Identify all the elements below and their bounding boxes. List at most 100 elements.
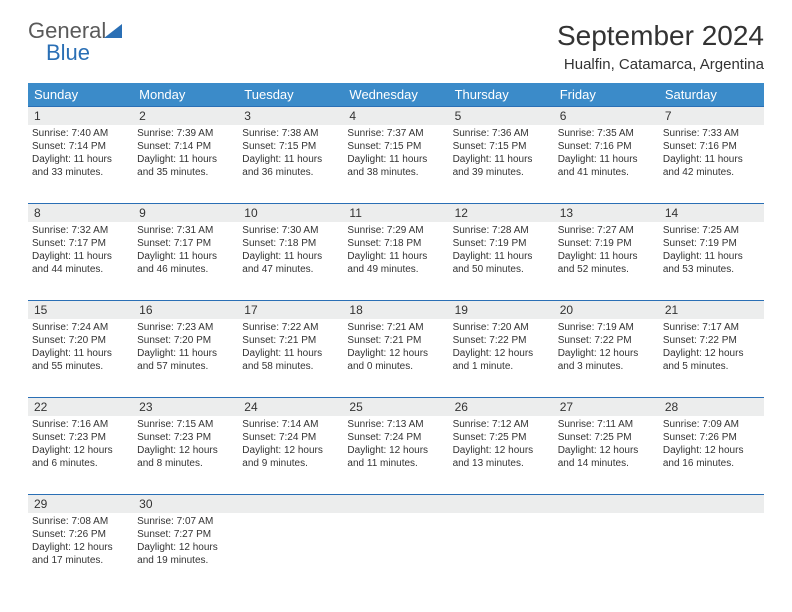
day-header: Sunday — [28, 83, 133, 106]
sunrise-line: Sunrise: 7:25 AM — [663, 224, 760, 237]
sunset-line: Sunset: 7:27 PM — [137, 528, 234, 541]
day-number: 23 — [133, 398, 238, 416]
sunrise-line: Sunrise: 7:15 AM — [137, 418, 234, 431]
sunset-line: Sunset: 7:26 PM — [663, 431, 760, 444]
daynum-row: 2930 — [28, 494, 764, 513]
sunrise-line: Sunrise: 7:31 AM — [137, 224, 234, 237]
day-header: Tuesday — [238, 83, 343, 106]
daylight-line: Daylight: 12 hours and 8 minutes. — [137, 444, 234, 470]
day-number — [238, 495, 343, 513]
day-number: 30 — [133, 495, 238, 513]
day-cell: Sunrise: 7:12 AMSunset: 7:25 PMDaylight:… — [449, 416, 554, 494]
day-cell — [238, 513, 343, 591]
week-row: Sunrise: 7:24 AMSunset: 7:20 PMDaylight:… — [28, 319, 764, 397]
day-header: Saturday — [659, 83, 764, 106]
sunrise-line: Sunrise: 7:38 AM — [242, 127, 339, 140]
day-cell: Sunrise: 7:35 AMSunset: 7:16 PMDaylight:… — [554, 125, 659, 203]
day-cell: Sunrise: 7:38 AMSunset: 7:15 PMDaylight:… — [238, 125, 343, 203]
day-cell: Sunrise: 7:30 AMSunset: 7:18 PMDaylight:… — [238, 222, 343, 300]
daylight-line: Daylight: 11 hours and 52 minutes. — [558, 250, 655, 276]
day-cell: Sunrise: 7:20 AMSunset: 7:22 PMDaylight:… — [449, 319, 554, 397]
sunset-line: Sunset: 7:15 PM — [242, 140, 339, 153]
daylight-line: Daylight: 11 hours and 57 minutes. — [137, 347, 234, 373]
daynum-row: 22232425262728 — [28, 397, 764, 416]
day-header: Thursday — [449, 83, 554, 106]
day-cell: Sunrise: 7:27 AMSunset: 7:19 PMDaylight:… — [554, 222, 659, 300]
day-cell: Sunrise: 7:14 AMSunset: 7:24 PMDaylight:… — [238, 416, 343, 494]
sunset-line: Sunset: 7:23 PM — [137, 431, 234, 444]
day-cell: Sunrise: 7:17 AMSunset: 7:22 PMDaylight:… — [659, 319, 764, 397]
logo-line2: Blue — [46, 42, 106, 64]
sunset-line: Sunset: 7:24 PM — [347, 431, 444, 444]
day-cell: Sunrise: 7:09 AMSunset: 7:26 PMDaylight:… — [659, 416, 764, 494]
day-number: 13 — [554, 204, 659, 222]
day-cell: Sunrise: 7:33 AMSunset: 7:16 PMDaylight:… — [659, 125, 764, 203]
day-cell: Sunrise: 7:36 AMSunset: 7:15 PMDaylight:… — [449, 125, 554, 203]
day-cell: Sunrise: 7:15 AMSunset: 7:23 PMDaylight:… — [133, 416, 238, 494]
sunset-line: Sunset: 7:25 PM — [558, 431, 655, 444]
day-number: 10 — [238, 204, 343, 222]
month-title: September 2024 — [557, 20, 764, 52]
day-number: 28 — [659, 398, 764, 416]
sunrise-line: Sunrise: 7:40 AM — [32, 127, 129, 140]
sunset-line: Sunset: 7:19 PM — [453, 237, 550, 250]
sunrise-line: Sunrise: 7:28 AM — [453, 224, 550, 237]
sunrise-line: Sunrise: 7:07 AM — [137, 515, 234, 528]
day-number: 8 — [28, 204, 133, 222]
sunset-line: Sunset: 7:26 PM — [32, 528, 129, 541]
day-cell: Sunrise: 7:11 AMSunset: 7:25 PMDaylight:… — [554, 416, 659, 494]
daylight-line: Daylight: 11 hours and 46 minutes. — [137, 250, 234, 276]
day-number: 20 — [554, 301, 659, 319]
sunset-line: Sunset: 7:23 PM — [32, 431, 129, 444]
daylight-line: Daylight: 12 hours and 19 minutes. — [137, 541, 234, 567]
sunset-line: Sunset: 7:17 PM — [32, 237, 129, 250]
sunset-line: Sunset: 7:15 PM — [453, 140, 550, 153]
sunset-line: Sunset: 7:21 PM — [242, 334, 339, 347]
daylight-line: Daylight: 12 hours and 14 minutes. — [558, 444, 655, 470]
logo: General Blue — [28, 20, 122, 64]
sunrise-line: Sunrise: 7:12 AM — [453, 418, 550, 431]
day-cell — [449, 513, 554, 591]
week-row: Sunrise: 7:08 AMSunset: 7:26 PMDaylight:… — [28, 513, 764, 591]
day-number: 4 — [343, 107, 448, 125]
daylight-line: Daylight: 12 hours and 3 minutes. — [558, 347, 655, 373]
sunset-line: Sunset: 7:16 PM — [558, 140, 655, 153]
title-block: September 2024 Hualfin, Catamarca, Argen… — [557, 20, 764, 73]
sunset-line: Sunset: 7:20 PM — [137, 334, 234, 347]
day-number — [343, 495, 448, 513]
day-cell: Sunrise: 7:24 AMSunset: 7:20 PMDaylight:… — [28, 319, 133, 397]
sunset-line: Sunset: 7:25 PM — [453, 431, 550, 444]
day-number: 22 — [28, 398, 133, 416]
daylight-line: Daylight: 12 hours and 1 minute. — [453, 347, 550, 373]
sunset-line: Sunset: 7:16 PM — [663, 140, 760, 153]
sunrise-line: Sunrise: 7:37 AM — [347, 127, 444, 140]
daylight-line: Daylight: 12 hours and 16 minutes. — [663, 444, 760, 470]
week-row: Sunrise: 7:16 AMSunset: 7:23 PMDaylight:… — [28, 416, 764, 494]
day-number: 7 — [659, 107, 764, 125]
sunrise-line: Sunrise: 7:21 AM — [347, 321, 444, 334]
day-cell: Sunrise: 7:40 AMSunset: 7:14 PMDaylight:… — [28, 125, 133, 203]
day-cell: Sunrise: 7:13 AMSunset: 7:24 PMDaylight:… — [343, 416, 448, 494]
sunset-line: Sunset: 7:22 PM — [453, 334, 550, 347]
sunset-line: Sunset: 7:22 PM — [558, 334, 655, 347]
daylight-line: Daylight: 11 hours and 35 minutes. — [137, 153, 234, 179]
sunrise-line: Sunrise: 7:33 AM — [663, 127, 760, 140]
sunset-line: Sunset: 7:21 PM — [347, 334, 444, 347]
day-cell — [659, 513, 764, 591]
daylight-line: Daylight: 12 hours and 9 minutes. — [242, 444, 339, 470]
sunrise-line: Sunrise: 7:14 AM — [242, 418, 339, 431]
sunrise-line: Sunrise: 7:29 AM — [347, 224, 444, 237]
day-number: 16 — [133, 301, 238, 319]
daylight-line: Daylight: 11 hours and 53 minutes. — [663, 250, 760, 276]
daynum-row: 1234567 — [28, 106, 764, 125]
day-cell: Sunrise: 7:31 AMSunset: 7:17 PMDaylight:… — [133, 222, 238, 300]
day-cell: Sunrise: 7:28 AMSunset: 7:19 PMDaylight:… — [449, 222, 554, 300]
sunset-line: Sunset: 7:18 PM — [242, 237, 339, 250]
sunset-line: Sunset: 7:18 PM — [347, 237, 444, 250]
day-number: 24 — [238, 398, 343, 416]
daylight-line: Daylight: 11 hours and 38 minutes. — [347, 153, 444, 179]
day-number: 27 — [554, 398, 659, 416]
day-header-row: SundayMondayTuesdayWednesdayThursdayFrid… — [28, 83, 764, 106]
day-number: 11 — [343, 204, 448, 222]
day-cell: Sunrise: 7:21 AMSunset: 7:21 PMDaylight:… — [343, 319, 448, 397]
